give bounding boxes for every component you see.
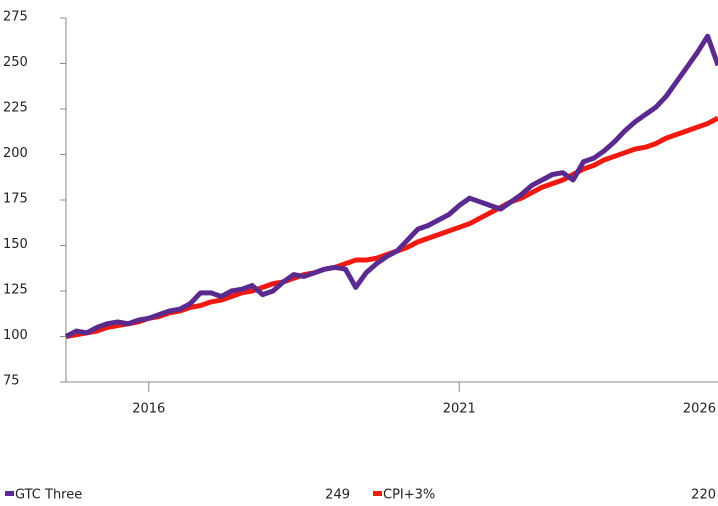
y-tick-label: 100	[3, 328, 28, 343]
y-tick-label: 125	[3, 283, 28, 298]
legend-swatch	[373, 491, 382, 496]
y-tick-label: 225	[3, 101, 28, 116]
x-tick-label: 2026	[683, 402, 716, 417]
legend-swatch	[5, 491, 14, 496]
legend-value: 249	[325, 488, 350, 503]
legend-label: GTC Three	[15, 488, 82, 503]
legend-label: CPI+3%	[383, 488, 435, 503]
series-line	[64, 33, 718, 339]
y-tick-label: 200	[3, 146, 28, 161]
legend-value: 220	[691, 488, 716, 503]
y-tick-label: 250	[3, 55, 28, 70]
y-tick-label: 75	[3, 374, 20, 389]
series-line	[65, 115, 718, 339]
y-tick-label: 175	[3, 192, 28, 207]
x-tick-label: 2016	[132, 402, 165, 417]
y-tick-label: 150	[3, 237, 28, 252]
x-tick-label: 2021	[443, 402, 476, 417]
y-tick-label: 275	[3, 10, 28, 25]
